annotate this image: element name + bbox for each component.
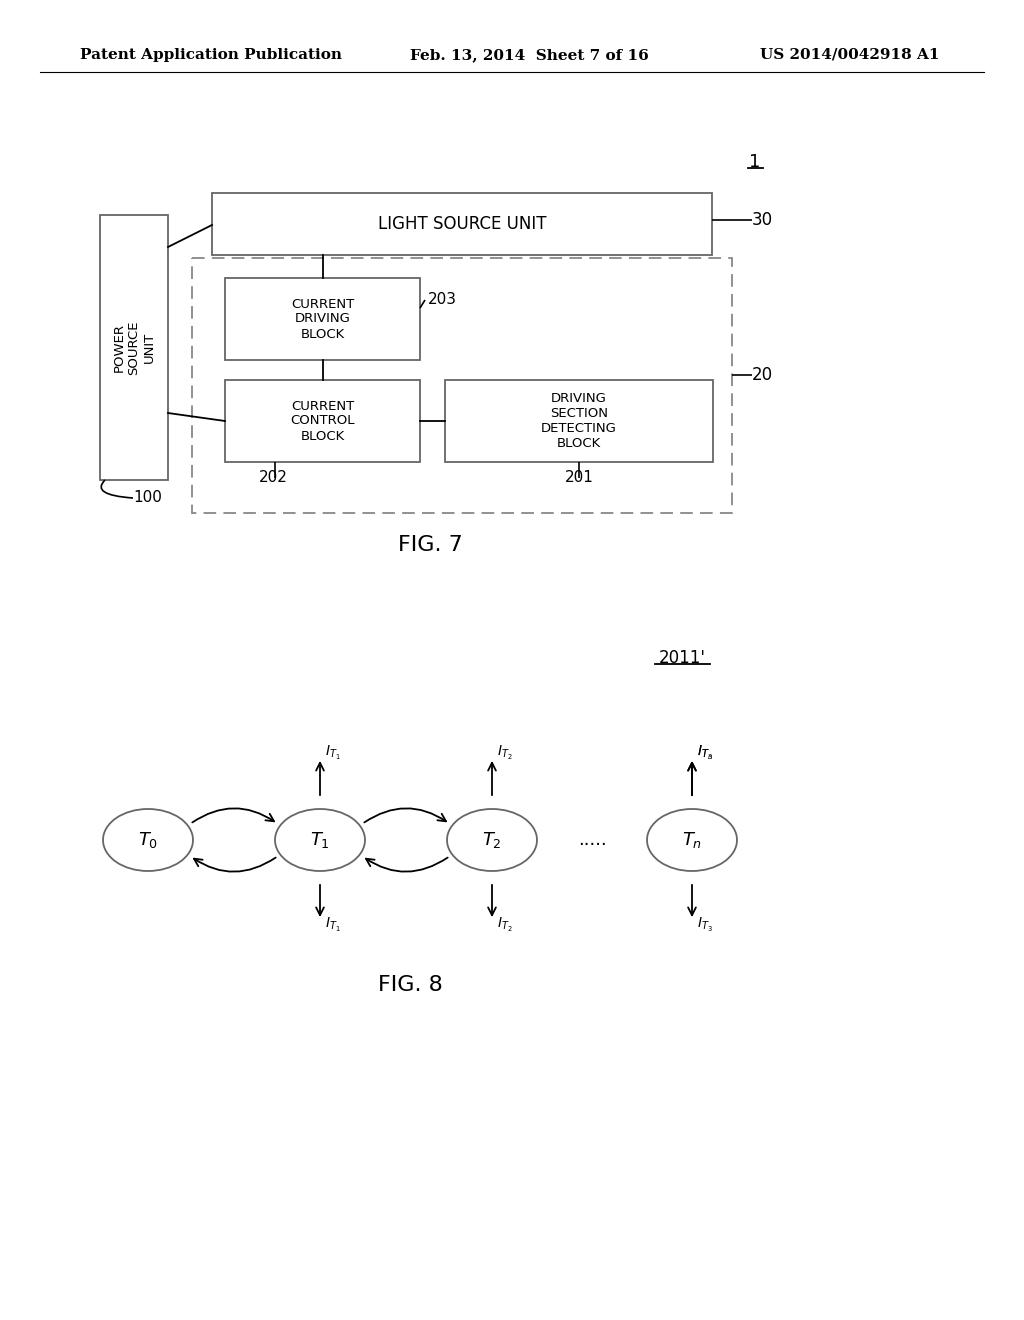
Text: 2011': 2011' <box>658 649 706 667</box>
Text: $T_1$: $T_1$ <box>310 830 330 850</box>
Text: $T_0$: $T_0$ <box>138 830 158 850</box>
Text: Patent Application Publication: Patent Application Publication <box>80 48 342 62</box>
Text: 202: 202 <box>259 470 288 486</box>
Text: CURRENT
CONTROL
BLOCK: CURRENT CONTROL BLOCK <box>290 400 354 442</box>
Text: FIG. 7: FIG. 7 <box>397 535 463 554</box>
Text: Feb. 13, 2014  Sheet 7 of 16: Feb. 13, 2014 Sheet 7 of 16 <box>410 48 649 62</box>
Text: FIG. 8: FIG. 8 <box>378 975 442 995</box>
Ellipse shape <box>103 809 193 871</box>
Text: $I_{T_2}$: $I_{T_2}$ <box>497 744 513 762</box>
Bar <box>212 193 712 255</box>
Text: 20: 20 <box>752 366 773 384</box>
Bar <box>445 380 713 462</box>
Text: 201: 201 <box>564 470 594 486</box>
Bar <box>193 257 732 513</box>
Bar <box>225 380 420 462</box>
Text: $I_{T_n}$: $I_{T_n}$ <box>697 744 713 762</box>
Text: $I_{T_1}$: $I_{T_1}$ <box>325 744 341 762</box>
Bar <box>100 215 168 480</box>
Ellipse shape <box>647 809 737 871</box>
Text: 30: 30 <box>752 211 773 228</box>
Text: 203: 203 <box>428 293 457 308</box>
Text: CURRENT
DRIVING
BLOCK: CURRENT DRIVING BLOCK <box>291 297 354 341</box>
Text: DRIVING
SECTION
DETECTING
BLOCK: DRIVING SECTION DETECTING BLOCK <box>541 392 616 450</box>
Text: $I_{T_3}$: $I_{T_3}$ <box>697 744 713 762</box>
Text: .....: ..... <box>578 832 606 849</box>
Text: $T_n$: $T_n$ <box>682 830 702 850</box>
Text: $I_{T_1}$: $I_{T_1}$ <box>325 916 341 935</box>
Text: POWER
SOURCE
UNIT: POWER SOURCE UNIT <box>113 321 156 375</box>
Ellipse shape <box>275 809 365 871</box>
Text: LIGHT SOURCE UNIT: LIGHT SOURCE UNIT <box>378 215 546 234</box>
Text: 100: 100 <box>133 491 163 506</box>
Bar <box>225 279 420 360</box>
Text: $I_{T_3}$: $I_{T_3}$ <box>697 916 713 935</box>
Ellipse shape <box>447 809 537 871</box>
Text: US 2014/0042918 A1: US 2014/0042918 A1 <box>760 48 939 62</box>
Text: $I_{T_2}$: $I_{T_2}$ <box>497 916 513 935</box>
Text: 1: 1 <box>750 153 761 172</box>
Text: $T_2$: $T_2$ <box>482 830 502 850</box>
